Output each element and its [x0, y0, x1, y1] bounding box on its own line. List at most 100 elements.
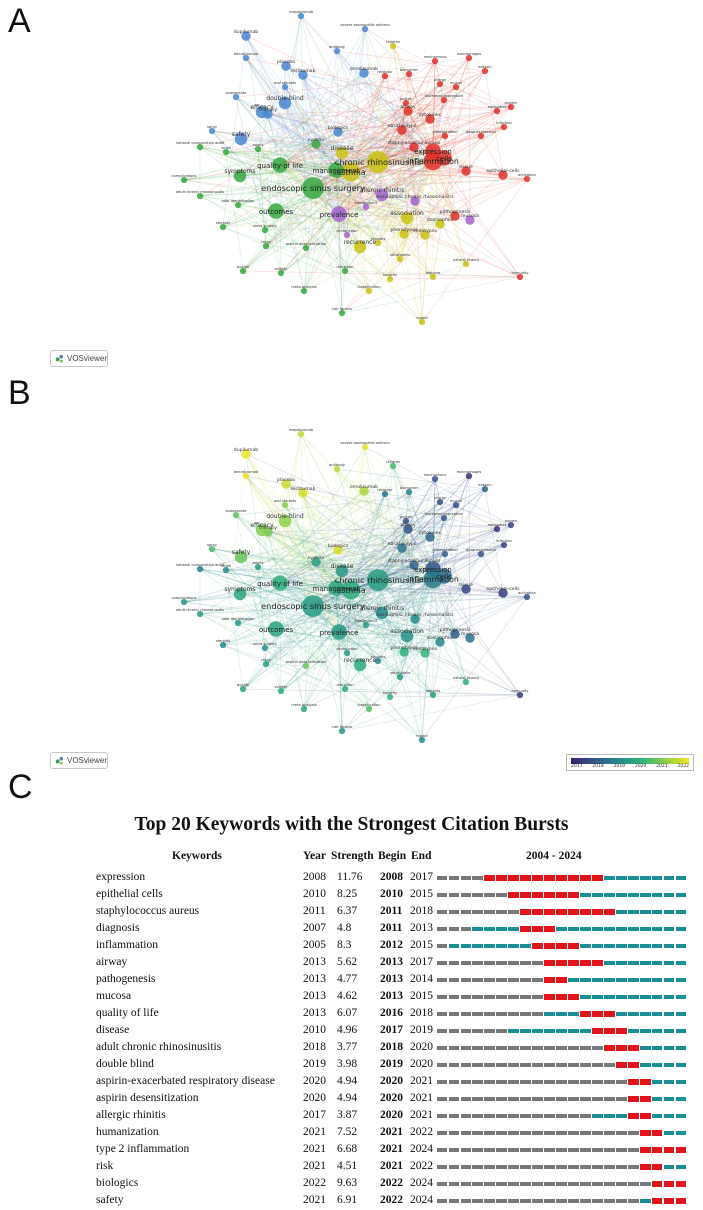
- active-segment: [675, 1096, 687, 1101]
- network-link: [312, 605, 434, 696]
- burst-segment: [544, 908, 555, 915]
- network-link: [240, 138, 370, 292]
- year-cell: 2007: [303, 921, 326, 934]
- keyword-cell: double blind: [96, 1057, 154, 1070]
- keyword-node: [333, 465, 341, 473]
- network-link: [257, 148, 337, 171]
- inactive-segment: [448, 1130, 460, 1135]
- inactive-segment: [460, 1130, 472, 1135]
- network-link: [335, 587, 361, 666]
- network-link: [302, 492, 346, 690]
- inactive-segment: [460, 1147, 472, 1152]
- network-link: [211, 548, 434, 570]
- network-link: [432, 488, 486, 570]
- inactive-segment: [460, 1062, 472, 1067]
- inactive-segment: [532, 1011, 543, 1016]
- network-link: [222, 644, 370, 710]
- keyword-node: [262, 660, 270, 668]
- network-link: [480, 553, 504, 594]
- year-cell: 2018: [303, 1040, 326, 1053]
- inactive-segment: [448, 1011, 460, 1016]
- keyword-node-label: protein: [505, 519, 518, 523]
- network-link: [350, 171, 426, 236]
- inactive-segment: [568, 1130, 579, 1135]
- network-link: [235, 96, 314, 189]
- keyword-node: [429, 273, 437, 281]
- end-cell: 2022: [410, 1159, 433, 1172]
- keyword-node: [196, 610, 204, 618]
- network-link: [199, 146, 314, 189]
- keyword-node-label: odor identification: [222, 199, 255, 203]
- inactive-segment: [532, 1045, 543, 1050]
- burst-segment: [484, 875, 496, 881]
- network-link: [377, 161, 471, 221]
- network-link: [336, 50, 467, 265]
- keyword-cell: risk: [96, 1159, 114, 1172]
- network-link: [336, 468, 401, 678]
- burst-segment: [520, 891, 532, 898]
- network-link: [284, 102, 314, 189]
- network-link: [432, 150, 521, 278]
- network-link: [350, 45, 394, 173]
- active-segment: [603, 1113, 615, 1118]
- active-segment: [651, 926, 663, 931]
- network-link: [432, 578, 441, 643]
- active-segment: [580, 977, 591, 982]
- keyword-node: [450, 629, 460, 639]
- network-link: [338, 146, 415, 215]
- network-link: [284, 86, 337, 171]
- network-link: [240, 520, 286, 558]
- network-link: [284, 102, 434, 278]
- network-link: [363, 490, 434, 570]
- keyword-node-label: eosinophilic chronic rhinosinusitis: [376, 612, 454, 618]
- network-link: [285, 483, 482, 555]
- keyword-node: [375, 188, 389, 202]
- end-cell: 2017: [410, 955, 433, 968]
- network-link: [245, 453, 352, 591]
- keyword-node-label: severe eosinophilic asthma: [340, 441, 389, 445]
- end-cell: 2014: [410, 972, 433, 985]
- network-link: [242, 213, 340, 272]
- burst-segment: [627, 1061, 639, 1068]
- keyword-node: [242, 472, 250, 480]
- network-link: [363, 72, 441, 85]
- network-link: [302, 492, 314, 607]
- inactive-segment: [532, 1181, 543, 1186]
- keyword-node: [441, 550, 449, 558]
- network-link: [429, 70, 486, 120]
- active-segment: [615, 994, 627, 999]
- burst-table-row: diagnosis 2007 4.8 2011 2013: [0, 921, 703, 938]
- inactive-segment: [496, 909, 508, 914]
- keyword-node: [268, 203, 284, 219]
- network-link: [199, 613, 307, 667]
- network-link: [432, 488, 486, 580]
- inactive-segment: [639, 1181, 651, 1186]
- network-link: [350, 589, 361, 666]
- inactive-segment: [448, 977, 460, 982]
- keyword-node: [410, 196, 420, 206]
- begin-cell: 2010: [380, 887, 403, 900]
- network-link: [377, 579, 423, 741]
- network-link: [341, 126, 505, 314]
- active-segment: [639, 1198, 651, 1203]
- burst-timeline: [436, 875, 687, 881]
- network-link: [225, 569, 434, 580]
- inactive-segment: [508, 1164, 520, 1169]
- keyword-node-label: spray: [207, 543, 218, 547]
- network-link: [312, 187, 471, 221]
- network-link: [222, 644, 346, 690]
- network-link: [432, 160, 467, 265]
- keyword-node-label: management: [313, 167, 360, 175]
- end-cell: 2019: [410, 1023, 433, 1036]
- inactive-segment: [484, 1130, 496, 1135]
- network-link: [381, 578, 434, 614]
- keyword-node-label: quality of life: [257, 580, 303, 588]
- keyword-node-label: eosinophils: [427, 635, 453, 641]
- active-segment: [663, 1113, 675, 1118]
- inactive-segment: [448, 1062, 460, 1067]
- network-link: [245, 57, 337, 171]
- network-link: [237, 578, 434, 624]
- network-link: [235, 514, 352, 591]
- network-link: [279, 578, 434, 584]
